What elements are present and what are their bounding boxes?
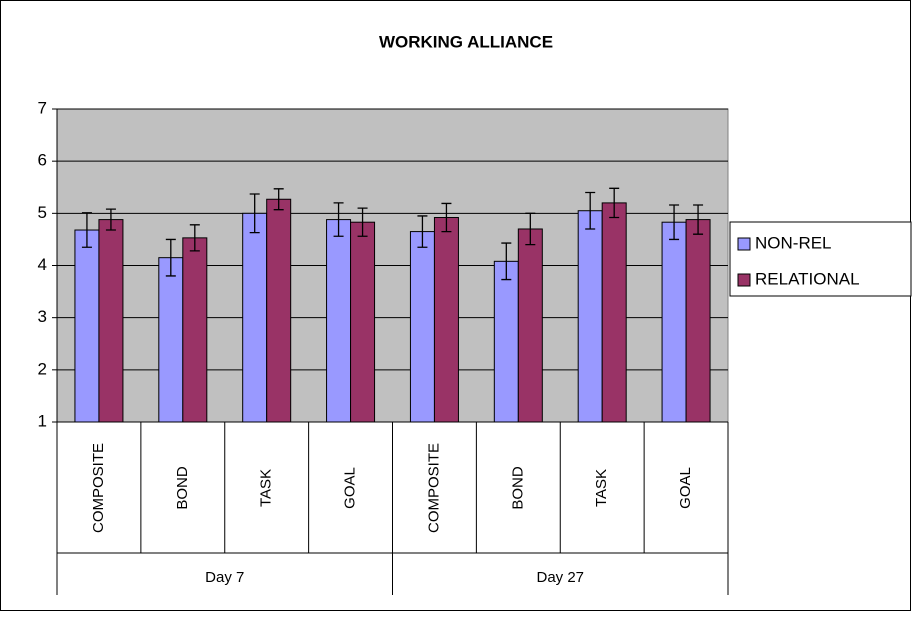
x-tick-label: BOND bbox=[174, 466, 191, 510]
bar bbox=[266, 198, 292, 423]
bar bbox=[242, 212, 268, 423]
legend-label: NON-REL bbox=[755, 233, 832, 252]
legend-label: RELATIONAL bbox=[755, 269, 860, 288]
error-bar bbox=[609, 187, 620, 219]
y-tick-label: 3 bbox=[38, 307, 47, 326]
group-label: Day 27 bbox=[536, 569, 584, 586]
y-tick-label: 7 bbox=[38, 98, 47, 117]
x-tick-label: COMPOSITE bbox=[425, 443, 442, 533]
error-bar bbox=[417, 215, 428, 248]
bar bbox=[577, 210, 603, 423]
y-tick-label: 2 bbox=[38, 359, 47, 378]
error-bar bbox=[585, 191, 596, 230]
legend-box bbox=[729, 221, 912, 297]
bar bbox=[350, 221, 376, 423]
chart-title: WORKING ALLIANCE bbox=[379, 32, 553, 51]
x-tick-label: BOND bbox=[509, 466, 526, 510]
error-bar bbox=[501, 242, 512, 281]
error-bar bbox=[333, 202, 344, 237]
bar bbox=[685, 219, 711, 423]
y-tick-label: 1 bbox=[38, 411, 47, 430]
error-bar bbox=[525, 212, 536, 246]
x-tick-label: COMPOSITE bbox=[90, 443, 107, 533]
error-bar bbox=[357, 207, 368, 237]
x-tick-label: GOAL bbox=[342, 467, 359, 509]
bar bbox=[493, 260, 519, 423]
group-label: Day 7 bbox=[205, 569, 244, 586]
x-tick-label: TASK bbox=[258, 469, 275, 507]
error-bar bbox=[165, 238, 176, 277]
error-bar bbox=[189, 224, 200, 252]
legend-swatch bbox=[737, 273, 751, 287]
y-tick-label: 4 bbox=[38, 255, 47, 274]
bar bbox=[433, 217, 459, 423]
y-tick-label: 5 bbox=[38, 203, 47, 222]
bar bbox=[409, 231, 435, 423]
error-bar bbox=[273, 188, 284, 211]
error-bar bbox=[105, 208, 116, 231]
bar bbox=[158, 257, 184, 423]
legend-swatch bbox=[737, 237, 751, 251]
error-bar bbox=[249, 193, 260, 234]
error-bar bbox=[441, 202, 452, 233]
error-bar bbox=[81, 212, 92, 248]
bar bbox=[98, 219, 124, 423]
y-tick-label: 6 bbox=[38, 151, 47, 170]
error-bar bbox=[693, 204, 704, 235]
bar bbox=[601, 202, 627, 423]
bar bbox=[182, 237, 208, 423]
bar bbox=[661, 221, 687, 423]
bar bbox=[517, 228, 543, 423]
error-bar bbox=[669, 204, 680, 241]
bar bbox=[326, 219, 352, 423]
x-tick-label: TASK bbox=[593, 469, 610, 507]
bar bbox=[74, 229, 100, 423]
x-tick-label: GOAL bbox=[677, 467, 694, 509]
